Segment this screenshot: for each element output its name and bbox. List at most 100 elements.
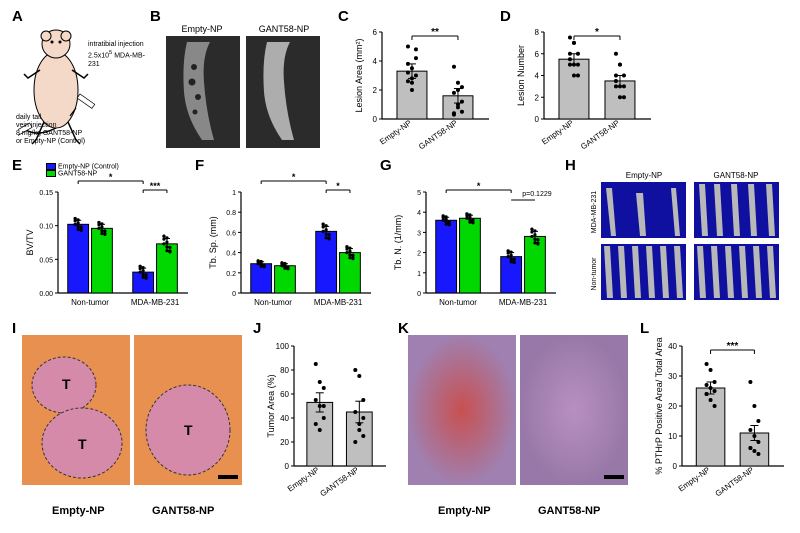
panel-i-left: Empty-NP xyxy=(52,505,105,517)
svg-text:Empty-NP: Empty-NP xyxy=(378,118,413,146)
panel-label-b: B xyxy=(150,8,161,25)
svg-text:MDA-MB-231: MDA-MB-231 xyxy=(499,298,548,307)
svg-text:30: 30 xyxy=(668,372,677,381)
svg-text:Empty-NP: Empty-NP xyxy=(677,465,712,493)
svg-text:Tb. N. (1/mm): Tb. N. (1/mm) xyxy=(393,215,403,271)
svg-text:60: 60 xyxy=(280,390,289,399)
svg-text:MDA-MB-231: MDA-MB-231 xyxy=(314,298,363,307)
panel-label-f: F xyxy=(195,157,204,174)
svg-text:GANT58-NP: GANT58-NP xyxy=(714,171,759,180)
svg-text:0: 0 xyxy=(535,115,540,124)
panel-k-left: Empty-NP xyxy=(438,505,491,517)
svg-text:Non-tumor: Non-tumor xyxy=(254,298,292,307)
svg-text:***: *** xyxy=(727,341,739,352)
xray-right-label: GANT58-NP xyxy=(259,24,310,34)
svg-text:0.15: 0.15 xyxy=(39,190,53,197)
svg-text:8: 8 xyxy=(535,28,540,37)
svg-text:*: * xyxy=(477,181,481,191)
svg-text:100: 100 xyxy=(276,342,290,351)
svg-text:0: 0 xyxy=(417,291,421,298)
svg-text:20: 20 xyxy=(280,438,289,447)
svg-text:0.10: 0.10 xyxy=(39,224,53,231)
svg-text:0: 0 xyxy=(373,115,378,124)
svg-text:0: 0 xyxy=(673,462,678,471)
svg-text:4: 4 xyxy=(535,72,540,81)
svg-text:0.05: 0.05 xyxy=(39,257,53,264)
svg-text:2: 2 xyxy=(373,86,378,95)
panel-i: T T T xyxy=(22,335,247,505)
panel-label-d: D xyxy=(500,8,511,25)
panel-a-mouse: intratibial injection2.5x105 MDA-MB-231 … xyxy=(18,22,146,152)
svg-text:Lesion Number: Lesion Number xyxy=(516,45,526,106)
svg-text:*: * xyxy=(595,27,599,38)
svg-text:6: 6 xyxy=(373,28,378,37)
svg-text:T: T xyxy=(184,422,193,438)
panel-h: Empty-NP GANT58-NP MDA-MB-231 Non-tumor xyxy=(576,168,791,313)
svg-text:Non-tumor: Non-tumor xyxy=(71,298,109,307)
panel-label-c: C xyxy=(338,8,349,25)
chart-g: 0 1 2 3 4 5 Tb. N. (1/mm) Non-tumor MDA-MB-231 * p… xyxy=(390,168,560,313)
svg-text:40: 40 xyxy=(280,414,289,423)
panel-b: Empty-NP GANT58-NP xyxy=(162,22,327,152)
svg-text:0.6: 0.6 xyxy=(226,230,236,237)
chart-c: 0 2 4 6 Lesion Area (mm²) Empty-NPGANT58-NP ** xyxy=(350,18,495,153)
svg-text:2: 2 xyxy=(535,93,540,102)
panel-k xyxy=(408,335,633,505)
panel-label-e: E xyxy=(12,157,22,174)
svg-text:Tumor Area (%): Tumor Area (%) xyxy=(266,374,276,437)
svg-text:1: 1 xyxy=(232,190,236,197)
svg-text:Empty-NP: Empty-NP xyxy=(540,118,575,146)
svg-text:*: * xyxy=(292,172,296,182)
legend: Empty-NP (Control) GANT58-NP xyxy=(46,163,119,178)
svg-text:6: 6 xyxy=(535,50,540,59)
svg-text:20: 20 xyxy=(668,402,677,411)
svg-text:4: 4 xyxy=(417,210,421,217)
svg-text:Lesion Area (mm²): Lesion Area (mm²) xyxy=(354,38,364,112)
svg-text:GANT58-NP: GANT58-NP xyxy=(579,118,621,151)
svg-text:Empty-NP: Empty-NP xyxy=(286,465,321,493)
svg-text:MDA-MB-231: MDA-MB-231 xyxy=(131,298,180,307)
svg-text:**: ** xyxy=(431,27,439,38)
svg-text:p=0.1229: p=0.1229 xyxy=(522,191,551,198)
svg-text:4: 4 xyxy=(373,57,378,66)
svg-text:Non-tumor: Non-tumor xyxy=(439,298,477,307)
svg-text:0: 0 xyxy=(232,291,236,298)
panel-label-j: J xyxy=(253,320,261,337)
svg-text:10: 10 xyxy=(668,432,677,441)
svg-text:2: 2 xyxy=(417,251,421,258)
svg-text:Non-tumor: Non-tumor xyxy=(591,257,598,291)
xray-left-label: Empty-NP xyxy=(181,24,222,34)
injection-text: intratibial injection2.5x105 MDA-MB-231 xyxy=(88,40,148,69)
svg-text:1: 1 xyxy=(417,271,421,278)
panel-i-right: GANT58-NP xyxy=(152,505,214,517)
svg-text:0.8: 0.8 xyxy=(226,210,236,217)
svg-text:T: T xyxy=(78,436,87,452)
svg-text:3: 3 xyxy=(417,230,421,237)
svg-text:40: 40 xyxy=(668,342,677,351)
svg-text:BV/TV: BV/TV xyxy=(25,229,35,255)
chart-j: 020406080100Tumor Area (%)Empty-NPGANT58… xyxy=(262,332,392,500)
svg-text:GANT58-NP: GANT58-NP xyxy=(714,465,756,498)
panel-label-i: I xyxy=(12,320,16,337)
chart-e: 0.00 0.05 0.10 0.15 BV/TV Non-tumor MDA-MB-231… xyxy=(22,168,192,313)
svg-text:0.2: 0.2 xyxy=(226,271,236,278)
svg-text:MDA-MB-231: MDA-MB-231 xyxy=(591,191,598,234)
svg-text:T: T xyxy=(62,376,71,392)
svg-text:5: 5 xyxy=(417,190,421,197)
svg-text:0.4: 0.4 xyxy=(226,251,236,258)
panel-k-right: GANT58-NP xyxy=(538,505,600,517)
svg-text:0.00: 0.00 xyxy=(39,291,53,298)
svg-text:GANT58-NP: GANT58-NP xyxy=(319,465,361,498)
chart-l: 0 10 20 30 40 % PTHrP Positive Area/ Total Ar… xyxy=(650,332,790,500)
svg-text:GANT58-NP: GANT58-NP xyxy=(417,118,459,151)
panel-label-l: L xyxy=(640,320,649,337)
svg-text:*: * xyxy=(336,181,340,191)
tail-text: daily tailvein injection8 mg/kg GANT58-N… xyxy=(16,114,88,146)
svg-text:% PTHrP Positive Area/ Total A: % PTHrP Positive Area/ Total Area xyxy=(654,337,664,474)
svg-text:0: 0 xyxy=(285,462,290,471)
svg-text:***: *** xyxy=(150,181,161,191)
panel-label-h: H xyxy=(565,157,576,174)
chart-d: 0 2 4 6 8 Lesion Number Empty-NPGANT58-NP * xyxy=(512,18,657,153)
chart-f: 0 0.2 0.4 0.6 0.8 1 Tb. Sp. (mm) Non-tumor MDA-M… xyxy=(205,168,375,313)
svg-text:Tb. Sp. (mm): Tb. Sp. (mm) xyxy=(208,216,218,269)
